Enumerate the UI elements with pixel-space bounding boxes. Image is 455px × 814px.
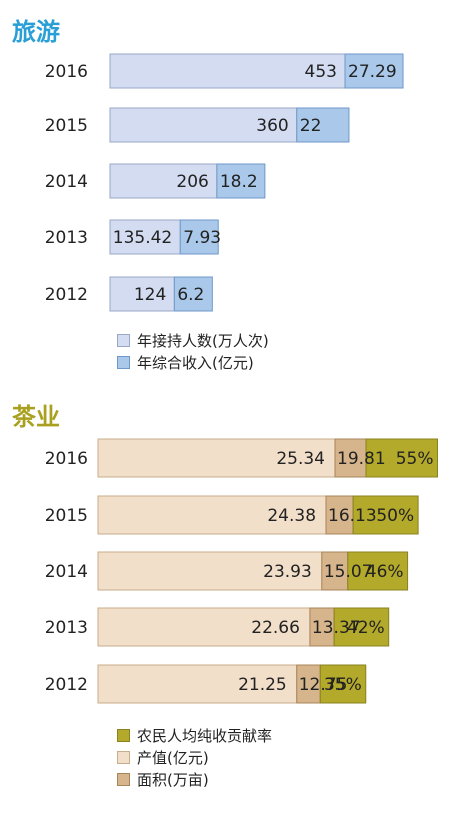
legend-label: 产值(亿元)	[137, 748, 209, 767]
legend-swatch	[117, 333, 130, 347]
value-label-area: 13.37	[312, 618, 361, 638]
legend-label: 年综合收入(亿元)	[137, 353, 254, 372]
year-label: 2012	[45, 285, 88, 305]
legend-label: 农民人均纯收贡献率	[137, 726, 273, 745]
bar-output	[97, 551, 323, 591]
year-label: 2012	[45, 675, 88, 695]
bar-contribution	[347, 551, 409, 591]
value-label-revenue: 6.2	[177, 285, 204, 305]
tourism-legend: 年接持人数(万人次) 年综合收入(亿元)	[117, 329, 269, 373]
year-label: 2016	[45, 62, 88, 82]
bar-area	[321, 551, 349, 591]
value-label-output: 23.93	[263, 562, 312, 582]
bar-contribution	[319, 664, 367, 704]
bar-output	[97, 495, 327, 535]
bar-contribution	[365, 438, 438, 478]
tea-title: 茶业	[12, 403, 60, 431]
bar-visitors	[109, 276, 175, 312]
value-label-revenue: 18.2	[220, 172, 258, 192]
bar-area	[334, 438, 367, 478]
year-label: 2014	[45, 172, 88, 192]
year-label: 2013	[45, 228, 88, 248]
legend-item-area: 面积(万亩)	[117, 768, 272, 790]
legend-item-output: 产值(亿元)	[117, 746, 272, 768]
year-label: 2016	[45, 449, 88, 469]
year-label: 2014	[45, 562, 88, 582]
value-label-area: 15.07	[324, 562, 373, 582]
value-label-revenue: 7.93	[183, 228, 221, 248]
bar-visitors	[109, 107, 298, 143]
year-label: 2015	[45, 116, 88, 136]
bar-area	[309, 607, 335, 647]
value-label-visitors: 360	[256, 116, 288, 136]
value-label-revenue: 27.29	[348, 62, 397, 82]
bar-visitors	[109, 163, 218, 199]
value-label-area: 12.75	[299, 675, 348, 695]
value-label-contribution: 55%	[396, 449, 434, 469]
bar-contribution	[352, 495, 419, 535]
value-label-output: 24.38	[267, 506, 316, 526]
value-label-area: 19.81	[337, 449, 386, 469]
value-label-contribution: 50%	[376, 506, 414, 526]
value-label-visitors: 206	[176, 172, 208, 192]
value-label-contribution: 42%	[347, 618, 385, 638]
bar-revenue	[179, 219, 219, 255]
legend-swatch	[117, 750, 130, 764]
legend-swatch	[117, 772, 130, 786]
bar-revenue	[216, 163, 266, 199]
year-label: 2013	[45, 618, 88, 638]
bar-output	[97, 438, 336, 478]
value-label-contribution: 46%	[366, 562, 404, 582]
legend-swatch	[117, 728, 130, 742]
value-label-visitors: 124	[134, 285, 166, 305]
value-label-output: 21.25	[238, 675, 287, 695]
bar-revenue	[344, 53, 404, 89]
year-label: 2015	[45, 506, 88, 526]
bar-revenue	[296, 107, 350, 143]
value-label-area: 16.13	[328, 506, 377, 526]
legend-item-contribution: 农民人均纯收贡献率	[117, 724, 272, 746]
tea-legend: 农民人均纯收贡献率 产值(亿元) 面积(万亩)	[117, 724, 272, 790]
tourism-chart: 2016 453 27.29 2015 360 22 2014 206 18.2 2013 135.…	[45, 53, 404, 312]
legend-swatch	[117, 355, 130, 369]
legend-item-visitors: 年接持人数(万人次)	[117, 329, 269, 351]
bar-output	[97, 664, 298, 704]
value-label-output: 22.66	[251, 618, 300, 638]
value-label-contribution: 35%	[324, 675, 362, 695]
legend-item-revenue: 年综合收入(亿元)	[117, 351, 269, 373]
value-label-visitors: 453	[305, 62, 337, 82]
legend-label: 面积(万亩)	[137, 770, 209, 789]
bar-area	[325, 495, 354, 535]
bar-contribution	[333, 607, 390, 647]
bar-revenue	[173, 276, 213, 312]
value-label-visitors: 135.42	[113, 228, 172, 248]
bar-output	[97, 607, 311, 647]
value-label-output: 25.34	[276, 449, 325, 469]
tourism-title: 旅游	[12, 18, 60, 46]
legend-label: 年接持人数(万人次)	[137, 331, 269, 350]
value-label-revenue: 22	[300, 116, 322, 136]
